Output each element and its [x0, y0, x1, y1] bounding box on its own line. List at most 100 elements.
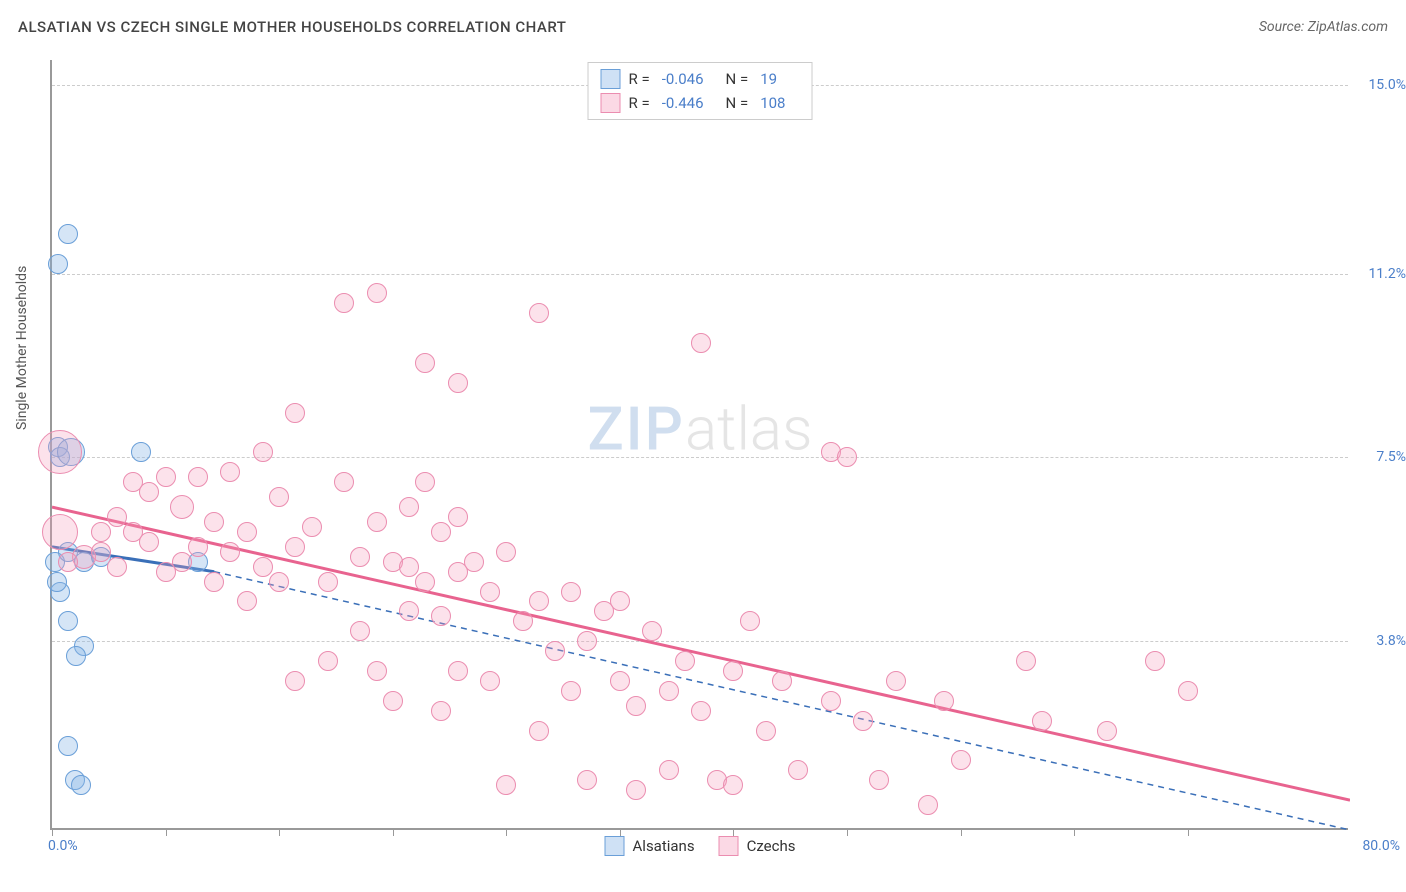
data-point [642, 621, 662, 641]
data-point [448, 661, 468, 681]
data-point [853, 711, 873, 731]
data-point [1016, 651, 1036, 671]
data-point [38, 430, 82, 474]
data-point [139, 482, 159, 502]
data-point [58, 552, 78, 572]
data-point [723, 775, 743, 795]
gridline [52, 274, 1348, 275]
data-point [269, 572, 289, 592]
data-point [350, 547, 370, 567]
data-point [415, 572, 435, 592]
data-point [577, 631, 597, 651]
data-point [610, 671, 630, 691]
data-point [334, 472, 354, 492]
x-tick [961, 828, 962, 836]
data-point [545, 641, 565, 661]
x-tick [620, 828, 621, 836]
data-point [383, 691, 403, 711]
watermark-atlas: atlas [685, 393, 813, 464]
data-point [58, 224, 78, 244]
chart-area: ZIPatlas R = -0.046 N = 19 R = -0.446 N … [50, 60, 1348, 830]
data-point [269, 487, 289, 507]
data-point [448, 373, 468, 393]
legend-label: Czechs [747, 837, 796, 855]
data-point [626, 780, 646, 800]
data-point [610, 591, 630, 611]
data-point [188, 467, 208, 487]
data-point [772, 671, 792, 691]
data-point [529, 591, 549, 611]
legend-correlation: R = -0.046 N = 19 R = -0.446 N = 108 [588, 62, 813, 120]
data-point [156, 467, 176, 487]
legend-item-czechs: Czechs [719, 836, 796, 856]
data-point [318, 651, 338, 671]
data-point [285, 403, 305, 423]
data-point [220, 542, 240, 562]
legend-row-czechs: R = -0.446 N = 108 [601, 91, 800, 115]
data-point [220, 462, 240, 482]
data-point [139, 532, 159, 552]
data-point [561, 681, 581, 701]
x-tick [506, 828, 507, 836]
x-tick [733, 828, 734, 836]
data-point [66, 646, 86, 666]
data-point [1145, 651, 1165, 671]
n-value-czechs: 108 [760, 94, 785, 112]
data-point [367, 283, 387, 303]
data-point [172, 552, 192, 572]
data-point [285, 537, 305, 557]
data-point [431, 606, 451, 626]
data-point [1032, 711, 1052, 731]
x-tick [166, 828, 167, 836]
data-point [399, 601, 419, 621]
chart-title: ALSATIAN VS CZECH SINGLE MOTHER HOUSEHOL… [18, 18, 566, 36]
data-point [496, 542, 516, 562]
data-point [58, 736, 78, 756]
data-point [626, 696, 646, 716]
data-point [934, 691, 954, 711]
data-point [756, 721, 776, 741]
y-tick-label: 11.2% [1368, 266, 1406, 282]
data-point [71, 775, 91, 795]
data-point [951, 750, 971, 770]
n-label: N = [726, 70, 749, 88]
data-point [691, 701, 711, 721]
data-point [659, 760, 679, 780]
r-label: R = [629, 70, 650, 88]
data-point [431, 522, 451, 542]
watermark: ZIPatlas [588, 393, 813, 464]
data-point [367, 512, 387, 532]
watermark-zip: ZIP [588, 393, 685, 464]
data-point [837, 447, 857, 467]
data-point [237, 591, 257, 611]
chart-header: ALSATIAN VS CZECH SINGLE MOTHER HOUSEHOL… [18, 18, 1388, 36]
data-point [723, 661, 743, 681]
data-point [740, 611, 760, 631]
y-axis-label: Single Mother Households [14, 266, 30, 430]
n-label: N = [726, 94, 749, 112]
data-point [886, 671, 906, 691]
source-attribution: Source: ZipAtlas.com [1259, 19, 1388, 35]
legend-label: Alsatians [633, 837, 695, 855]
x-tick [52, 828, 53, 836]
data-point [237, 522, 257, 542]
data-point [253, 442, 273, 462]
data-point [204, 572, 224, 592]
legend-series: Alsatians Czechs [605, 836, 796, 856]
r-value-czechs: -0.446 [662, 94, 704, 112]
data-point [334, 293, 354, 313]
data-point [659, 681, 679, 701]
source-label: Source: [1259, 19, 1304, 35]
data-point [415, 353, 435, 373]
x-axis-min-label: 0.0% [48, 838, 78, 854]
data-point [577, 770, 597, 790]
data-point [431, 701, 451, 721]
data-point [869, 770, 889, 790]
data-point [399, 497, 419, 517]
data-point [131, 442, 151, 462]
data-point [513, 611, 533, 631]
gridline [52, 457, 1348, 458]
data-point [47, 572, 67, 592]
data-point [529, 303, 549, 323]
data-point [42, 514, 78, 550]
